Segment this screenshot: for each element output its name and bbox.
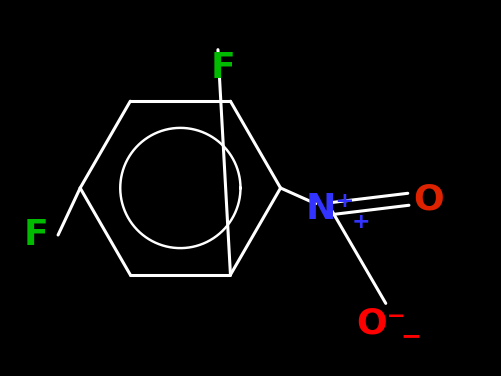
Text: +: + xyxy=(351,212,370,232)
Text: −: − xyxy=(400,324,421,349)
Text: O⁻: O⁻ xyxy=(356,306,406,340)
Text: F: F xyxy=(210,51,235,85)
Text: F: F xyxy=(24,218,49,252)
Text: O: O xyxy=(413,182,444,216)
Text: N⁺: N⁺ xyxy=(306,192,355,226)
